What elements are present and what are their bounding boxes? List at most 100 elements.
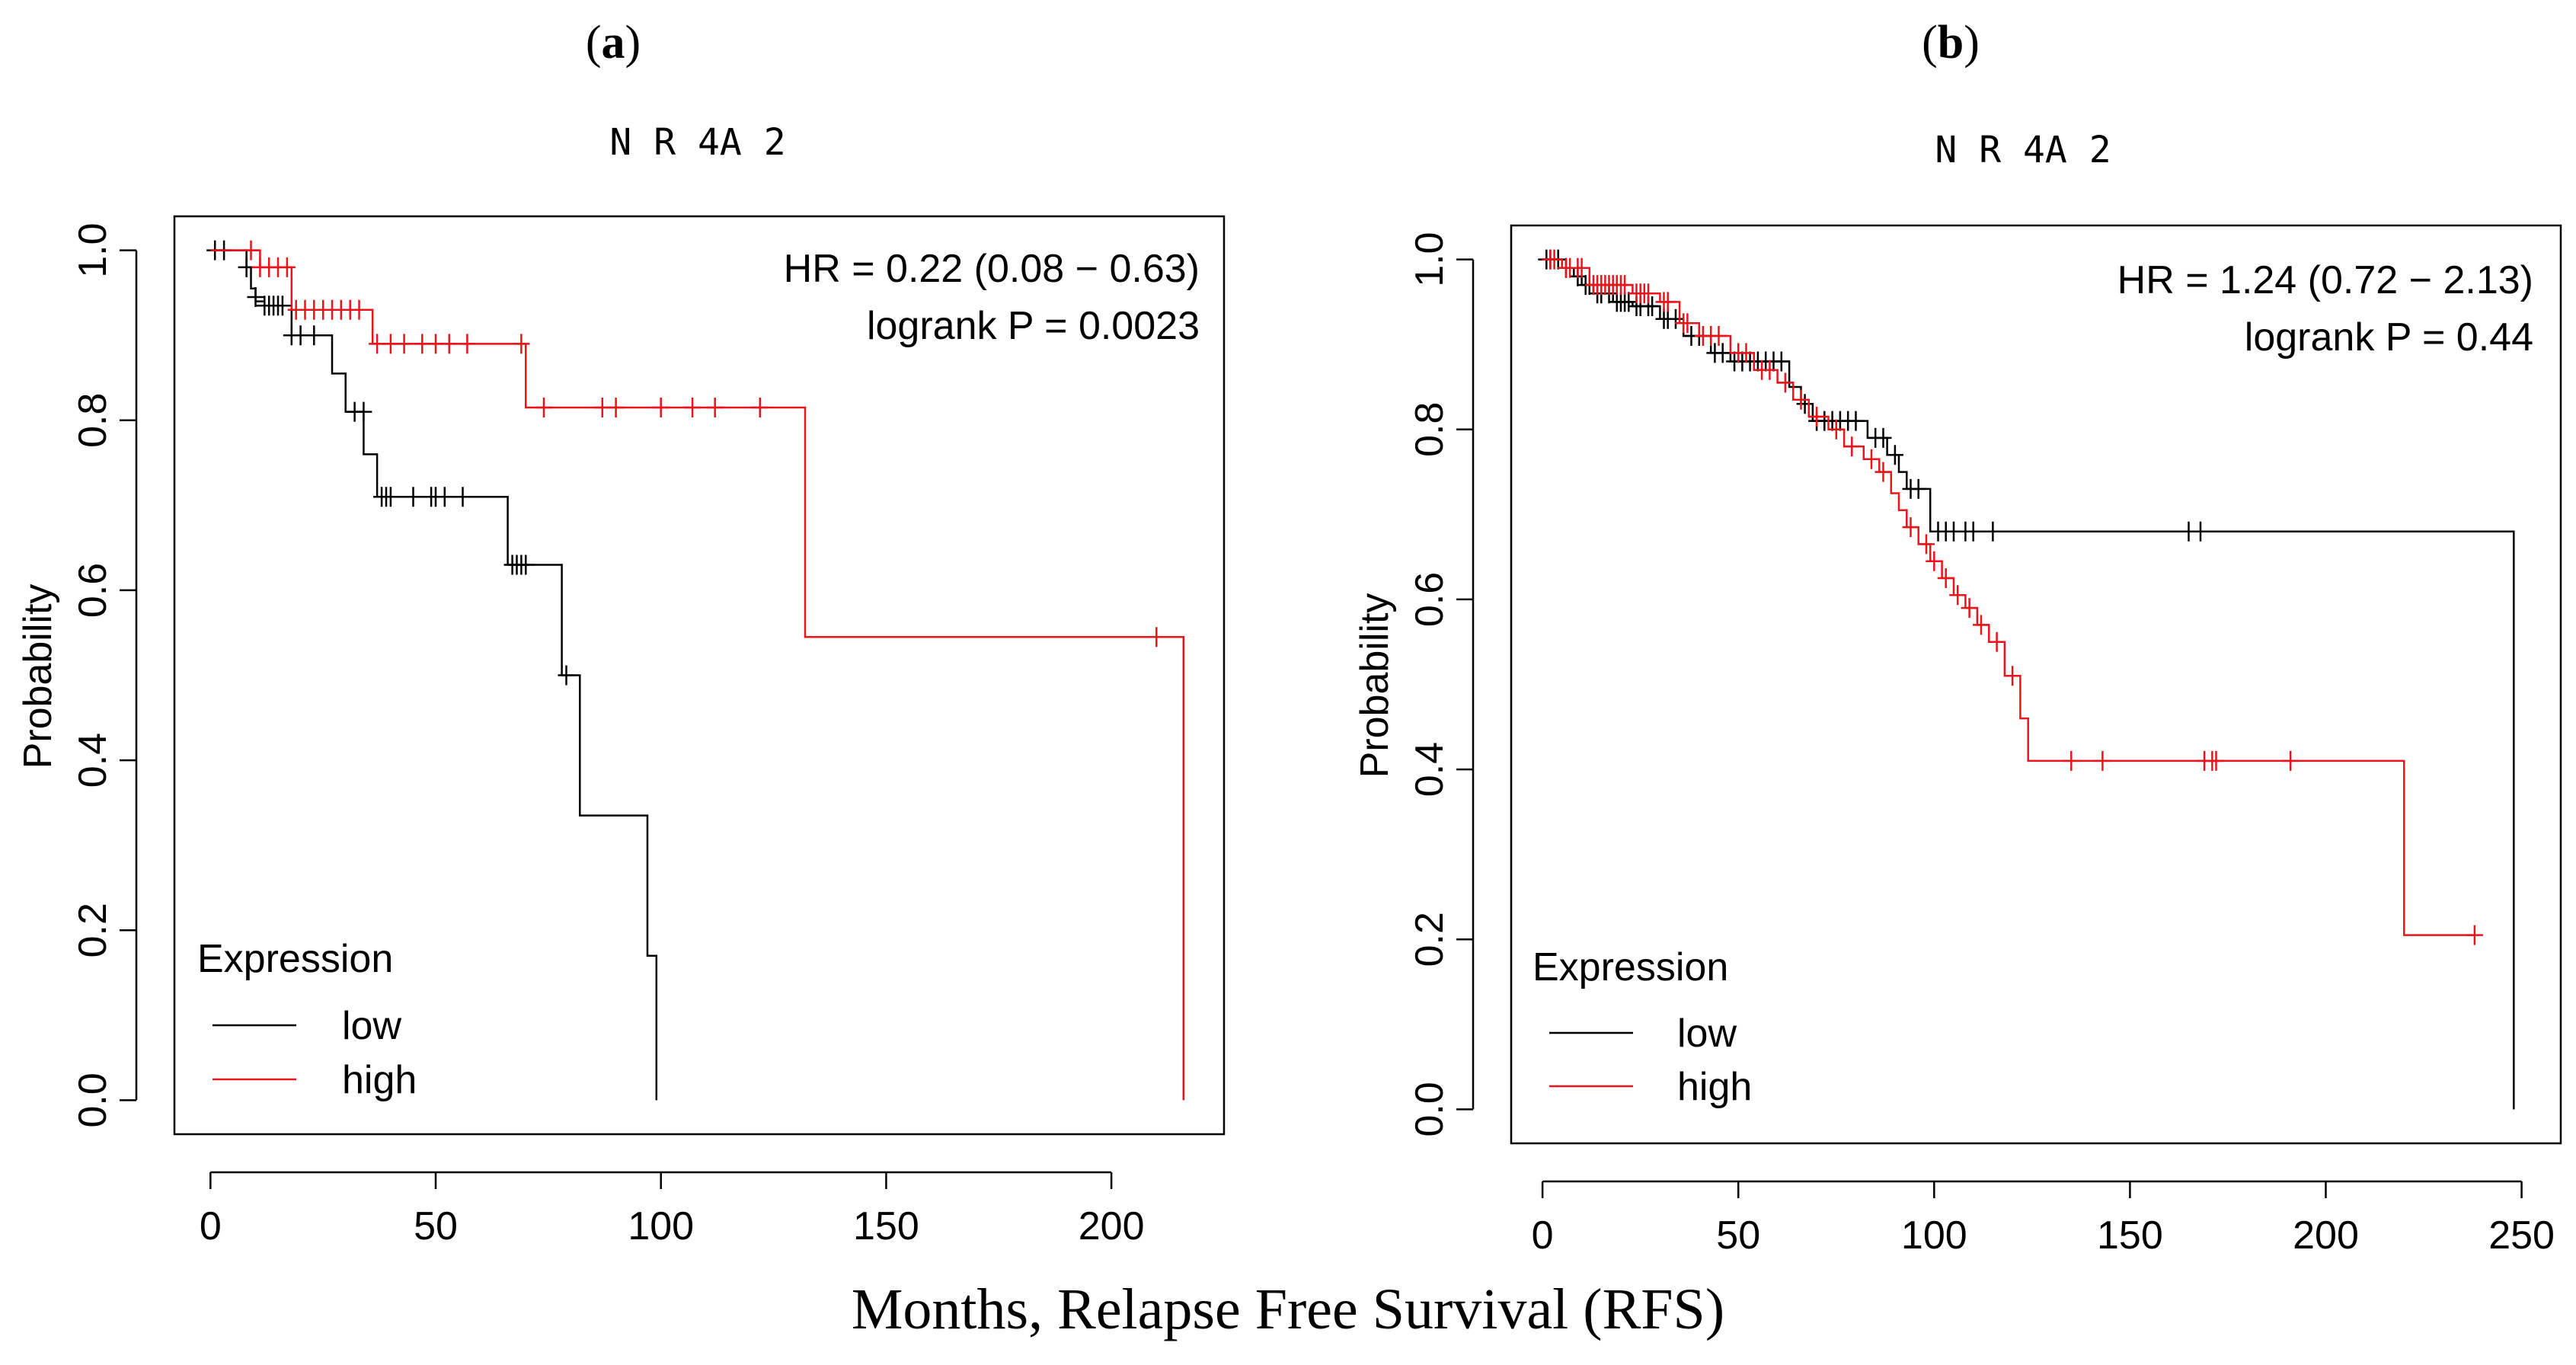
censor-mark-low <box>1874 427 1892 448</box>
censor-mark-high <box>350 299 368 320</box>
censor-mark-high <box>2063 750 2080 771</box>
y-tick-label: 0.8 <box>1408 402 1452 457</box>
panel-b-curves <box>1538 249 2515 1110</box>
censor-mark-low <box>1644 296 1661 316</box>
panel-b-annotation-p: logrank P = 0.44 <box>2245 315 2533 360</box>
censor-mark-high <box>2207 750 2225 771</box>
x-tick-label: 150 <box>853 1204 919 1248</box>
panel-a-annotation-hr: HR = 0.22 (0.08 − 0.63) <box>784 247 1200 291</box>
censor-mark-high <box>1659 292 1676 312</box>
censor-mark-low <box>1910 478 1927 499</box>
censor-mark-high <box>1148 627 1165 647</box>
censor-mark-low <box>1620 292 1638 312</box>
censor-mark-high <box>1937 568 1954 588</box>
panel-b-title: N R 4A 2 <box>1935 129 2111 171</box>
y-tick-label: 0.2 <box>1408 912 1452 967</box>
common-xlabel: Months, Relapse Free Survival (RFS) <box>852 1277 1724 1341</box>
x-tick-label: 100 <box>628 1204 694 1248</box>
censor-mark-high <box>278 257 296 277</box>
y-tick-label: 0.4 <box>71 733 115 788</box>
censor-mark-high <box>1918 534 1935 555</box>
x-tick-label: 200 <box>2293 1213 2359 1258</box>
censor-mark-high <box>1776 372 1794 393</box>
x-tick-label: 250 <box>2488 1213 2555 1258</box>
censor-mark-low <box>404 487 422 507</box>
censor-mark-high <box>1737 343 1755 363</box>
survival-curve-low <box>210 249 658 1101</box>
panel-a-label: (a) <box>586 17 641 69</box>
y-tick-label: 0.0 <box>1408 1082 1452 1136</box>
panel-b: (b) N R 4A 2 Probability 0.0 0.2 0.4 0.6 0.8… <box>1353 17 2562 1258</box>
censor-mark-high <box>1843 436 1861 457</box>
y-tick-label: 1.0 <box>1408 232 1452 286</box>
censor-mark-low <box>1796 394 1814 414</box>
panel-a-plot-frame <box>173 215 1226 1136</box>
censor-mark-high <box>440 334 458 354</box>
panel-a-legend-title: Expression <box>197 937 393 981</box>
censor-mark-high <box>751 398 769 417</box>
x-tick-label: 200 <box>1079 1204 1145 1248</box>
panel-b-legend: Expression low high <box>1532 945 1752 1109</box>
panel-b-ylabel: Probability <box>1353 593 1397 778</box>
panel-b-legend-label-low: low <box>1677 1012 1737 1056</box>
censor-mark-high <box>2004 666 2021 686</box>
censor-mark-high <box>1926 551 1943 571</box>
censor-mark-high <box>1640 283 1657 304</box>
y-tick-label: 0.8 <box>71 393 115 448</box>
censor-mark-low <box>2192 521 2209 542</box>
censor-mark-low <box>273 296 291 316</box>
censor-mark-low <box>1714 343 1731 363</box>
panel-a-legend-label-low: low <box>342 1004 401 1048</box>
censor-mark-low <box>382 487 399 507</box>
panel-b-legend-label-high: high <box>1677 1065 1752 1109</box>
y-tick-label: 0.4 <box>1408 742 1452 797</box>
panel-a: (a) N R 4A 2 Probability 0.0 0.2 0.4 0.6 0.8… <box>16 17 1226 1248</box>
censor-mark-high <box>2466 925 2483 945</box>
censor-mark-high <box>1616 275 1634 296</box>
y-tick-label: 0.6 <box>1408 572 1452 627</box>
panel-a-curves <box>206 240 1185 1101</box>
censor-mark-high <box>242 240 260 261</box>
censor-mark-low <box>454 487 471 507</box>
censor-mark-high <box>1545 249 1563 270</box>
censor-mark-high <box>652 398 670 417</box>
x-tick-label: 0 <box>1532 1213 1554 1258</box>
censor-mark-high <box>535 398 552 417</box>
panel-b-legend-title: Expression <box>1532 945 1728 989</box>
x-tick-label: 100 <box>1901 1213 1967 1258</box>
censor-mark-high <box>684 398 702 417</box>
panel-b-y-axis: 0.0 0.2 0.4 0.6 0.8 1.0 <box>1408 232 1475 1137</box>
x-tick-label: 50 <box>1716 1213 1760 1258</box>
censor-mark-high <box>1874 462 1892 482</box>
censor-mark-high <box>1988 631 2006 652</box>
panel-b-annotation-hr: HR = 1.24 (0.72 − 2.13) <box>2117 258 2533 302</box>
censor-mark-high <box>1961 598 1978 619</box>
censor-mark-low <box>355 401 372 422</box>
censor-mark-high <box>1573 257 1590 278</box>
censor-mark-high <box>607 398 625 417</box>
y-tick-label: 0.0 <box>71 1072 115 1127</box>
censor-mark-low <box>247 287 264 307</box>
censor-mark-low <box>436 487 453 507</box>
censor-mark-low <box>1984 521 2002 542</box>
panel-b-x-axis: 0 50 100 150 200 250 <box>1532 1180 2555 1258</box>
x-tick-label: 0 <box>200 1204 222 1248</box>
panel-a-ylabel: Probability <box>16 584 60 769</box>
panel-a-annotation-p: logrank P = 0.0023 <box>867 304 1200 348</box>
censor-mark-low <box>305 325 323 346</box>
panel-a-y-axis: 0.0 0.2 0.4 0.6 0.8 1.0 <box>71 222 138 1128</box>
censor-mark-low <box>1667 308 1684 329</box>
panel-b-plot-frame <box>1510 224 2562 1145</box>
censor-mark-high <box>2094 750 2111 771</box>
y-tick-label: 1.0 <box>71 222 115 277</box>
panel-a-x-axis: 0 50 100 150 200 <box>200 1171 1145 1248</box>
censor-mark-high <box>1679 313 1696 334</box>
censor-mark-high <box>1863 449 1880 469</box>
censor-mark-high <box>1827 419 1845 440</box>
x-tick-label: 150 <box>2097 1213 2163 1258</box>
y-tick-label: 0.6 <box>71 563 115 618</box>
censor-mark-high <box>513 334 530 354</box>
censor-mark-low <box>558 665 575 686</box>
censor-mark-low <box>1847 411 1865 431</box>
